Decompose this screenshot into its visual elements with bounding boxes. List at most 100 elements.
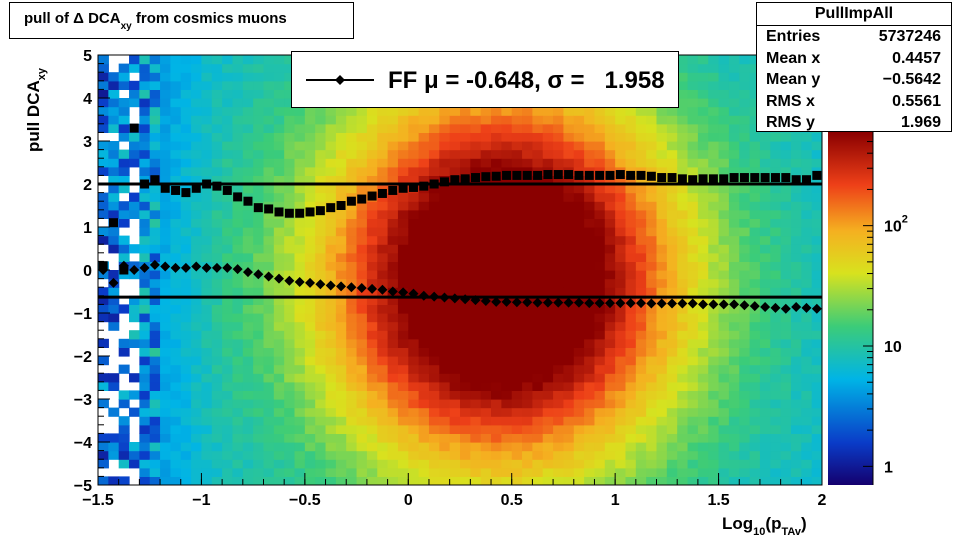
heatmap-cell xyxy=(553,304,565,314)
heatmap-cell xyxy=(408,141,420,151)
heatmap-cell xyxy=(335,227,347,237)
heatmap-cell xyxy=(573,364,585,374)
heatmap-cell xyxy=(160,399,171,409)
heatmap-cell xyxy=(553,184,565,194)
heatmap-cell xyxy=(739,141,751,151)
heatmap-cell xyxy=(366,175,378,185)
heatmap-cell xyxy=(522,442,533,452)
heatmap-cell xyxy=(222,166,234,176)
heatmap-cell xyxy=(263,476,275,485)
heatmap-cell xyxy=(646,433,658,443)
heatmap-cell xyxy=(408,158,420,168)
heatmap-cell xyxy=(387,338,399,348)
heatmap-cell xyxy=(222,476,234,485)
heatmap-cell xyxy=(273,356,285,366)
heatmap-cell xyxy=(149,338,161,348)
heatmap-cell xyxy=(646,149,658,159)
heatmap-cell xyxy=(511,227,523,237)
heatmap-cell xyxy=(449,476,461,485)
heatmap-cell xyxy=(129,80,140,90)
heatmap-cell xyxy=(460,106,471,116)
heatmap-cell xyxy=(718,166,730,176)
heatmap-cell xyxy=(242,399,254,409)
heatmap-cell xyxy=(532,209,544,219)
heatmap-cell xyxy=(801,416,813,426)
heatmap-cell xyxy=(615,338,627,348)
heatmap-cell xyxy=(460,347,471,357)
heatmap-cell xyxy=(170,356,182,366)
heatmap-cell xyxy=(284,442,296,452)
heatmap-cell xyxy=(263,287,275,297)
heatmap-cell xyxy=(708,98,720,108)
heatmap-cell xyxy=(728,476,740,485)
heatmap-cell xyxy=(170,278,182,288)
heatmap-cell xyxy=(273,123,285,133)
heatmap-cell xyxy=(366,115,378,125)
heatmap-cell xyxy=(677,98,689,108)
heatmap-cell xyxy=(625,424,637,434)
square-marker xyxy=(119,265,129,275)
diamond-marker xyxy=(139,262,150,273)
heatmap-cell xyxy=(666,338,678,348)
heatmap-cell xyxy=(160,416,171,426)
heatmap-cell xyxy=(625,123,637,133)
heatmap-cell xyxy=(594,330,606,340)
heatmap-cell xyxy=(346,424,358,434)
heatmap-cell xyxy=(615,201,627,211)
heatmap-cell xyxy=(563,330,575,340)
heatmap-cell xyxy=(718,184,730,194)
diamond-marker xyxy=(511,297,522,308)
heatmap-cell xyxy=(604,442,616,452)
heatmap-cell xyxy=(232,80,244,90)
heatmap-cell xyxy=(604,399,616,409)
heatmap-cell xyxy=(780,227,792,237)
heatmap-cell xyxy=(739,184,751,194)
heatmap-cell xyxy=(770,424,782,434)
heatmap-cell xyxy=(242,407,254,417)
heatmap-cell xyxy=(284,227,296,237)
heatmap-cell xyxy=(460,373,471,383)
heatmap-cell xyxy=(222,459,234,469)
heatmap-cell xyxy=(377,416,389,426)
square-marker xyxy=(160,183,170,193)
heatmap-cell xyxy=(180,192,192,202)
heatmap-cell xyxy=(346,295,358,305)
heatmap-cell xyxy=(646,313,658,323)
heatmap-cell xyxy=(501,459,513,469)
heatmap-cell xyxy=(418,158,430,168)
heatmap-cell xyxy=(139,106,151,116)
heatmap-cell xyxy=(304,450,316,460)
heatmap-cell xyxy=(687,356,699,366)
heatmap-cell xyxy=(687,106,699,116)
heatmap-cell xyxy=(491,287,502,297)
heatmap-cell xyxy=(180,304,192,314)
heatmap-cell xyxy=(635,313,647,323)
heatmap-cell xyxy=(563,338,575,348)
y-tick-label: −5 xyxy=(74,478,92,495)
heatmap-cell xyxy=(749,278,761,288)
heatmap-cell xyxy=(232,424,244,434)
heatmap-cell xyxy=(563,235,575,245)
heatmap-cell xyxy=(790,149,802,159)
diamond-marker xyxy=(770,302,781,313)
heatmap-cell xyxy=(625,416,637,426)
heatmap-cell xyxy=(222,89,234,99)
heatmap-cell xyxy=(811,330,822,340)
heatmap-cell xyxy=(811,338,822,348)
heatmap-cell xyxy=(418,304,430,314)
heatmap-cell xyxy=(532,381,544,391)
heatmap-cell xyxy=(646,356,658,366)
heatmap-cell xyxy=(160,304,171,314)
heatmap-cell xyxy=(118,63,130,73)
heatmap-cell xyxy=(615,175,627,185)
heatmap-cell xyxy=(604,132,616,142)
heatmap-cell xyxy=(801,467,813,477)
heatmap-cell xyxy=(253,278,265,288)
heatmap-cell xyxy=(387,356,399,366)
heatmap-cell xyxy=(759,244,771,254)
heatmap-cell xyxy=(170,115,182,125)
heatmap-cell xyxy=(253,166,265,176)
heatmap-cell xyxy=(408,467,420,477)
heatmap-cell xyxy=(335,244,347,254)
heatmap-cell xyxy=(780,381,792,391)
